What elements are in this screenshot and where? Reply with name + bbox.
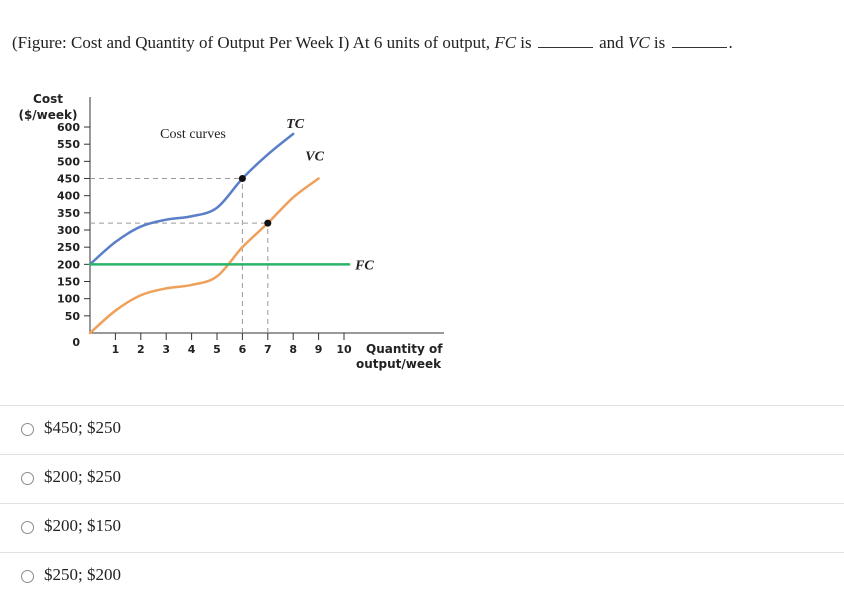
series-tc-label: TC	[286, 117, 305, 132]
x-tick-label: 8	[289, 343, 297, 356]
answer-blank-2	[671, 33, 727, 48]
answer-option-2[interactable]: $200; $250	[0, 454, 844, 502]
y-tick-label: 100	[57, 293, 80, 306]
fc-term: FC	[494, 33, 517, 52]
question-is-2: is	[649, 33, 670, 52]
origin-label: 0	[72, 336, 80, 349]
vc-term: VC	[627, 33, 650, 52]
question-is-1: is	[516, 33, 536, 52]
x-axis-label-line2: output/week	[356, 357, 442, 371]
option-divider	[0, 552, 844, 553]
x-tick-label: 2	[137, 343, 145, 356]
radio-button[interactable]	[21, 423, 34, 436]
y-tick-label: 500	[57, 155, 80, 168]
y-tick-label: 600	[57, 121, 80, 134]
y-axis-label-line2: ($/week)	[18, 108, 77, 122]
question-end: .	[728, 33, 733, 52]
option-label: $450; $250	[44, 418, 121, 437]
answer-blank-1	[537, 33, 593, 48]
series-tc-line	[88, 132, 295, 266]
question-and: and	[594, 33, 628, 52]
y-tick-label: 150	[57, 276, 80, 289]
x-tick-label: 10	[336, 343, 352, 356]
y-tick-label: 550	[57, 138, 80, 151]
x-axis-label-line1: Quantity of	[366, 342, 443, 356]
answer-option-1[interactable]: $450; $250	[0, 405, 844, 453]
x-tick-label: 7	[264, 343, 272, 356]
answer-option-3[interactable]: $200; $150	[0, 503, 844, 551]
x-tick-label: 6	[239, 343, 247, 356]
radio-button[interactable]	[21, 472, 34, 485]
x-tick-label: 3	[162, 343, 170, 356]
question-text: (Figure: Cost and Quantity of Output Per…	[12, 32, 832, 54]
y-axis-label-line1: Cost	[33, 92, 63, 106]
radio-button[interactable]	[21, 521, 34, 534]
answer-option-4[interactable]: $250; $200	[0, 552, 844, 600]
option-divider	[0, 454, 844, 455]
series-vc-label: VC	[305, 150, 324, 165]
cost-curves-chart: 50 100 150 200 250 300 350 400 450 500 550 600 0 1 2 3 4…	[18, 92, 444, 371]
series-fc-label: FC	[354, 258, 374, 273]
radio-button[interactable]	[21, 570, 34, 583]
option-divider	[0, 503, 844, 504]
data-point-marker	[238, 175, 246, 183]
data-point-marker	[264, 219, 272, 227]
chart-title: Cost curves	[160, 127, 226, 142]
x-tick-label: 1	[112, 343, 120, 356]
y-tick-label: 300	[57, 224, 80, 237]
x-tick-label: 4	[188, 343, 196, 356]
x-tick-label: 9	[315, 343, 323, 356]
question-lead: (Figure: Cost and Quantity of Output Per…	[12, 33, 495, 52]
series-vc-line	[88, 177, 320, 335]
option-label: $200; $150	[44, 516, 121, 535]
y-tick-label: 250	[57, 241, 80, 254]
y-tick-label: 450	[57, 173, 80, 186]
y-tick-label: 400	[57, 190, 80, 203]
y-tick-label: 200	[57, 258, 80, 271]
y-tick-label: 50	[65, 310, 81, 323]
x-tick-label: 5	[213, 343, 221, 356]
option-label: $200; $250	[44, 467, 121, 486]
option-label: $250; $200	[44, 565, 121, 584]
option-divider	[0, 405, 844, 406]
y-tick-label: 350	[57, 207, 80, 220]
